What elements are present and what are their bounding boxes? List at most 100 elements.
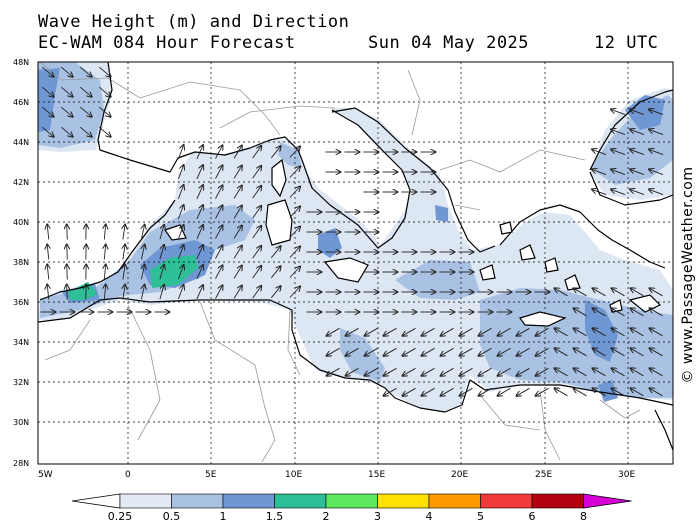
- wave-direction-arrow: [441, 367, 454, 376]
- wave-direction-arrow: [233, 266, 242, 279]
- wave-direction-arrow: [422, 367, 435, 376]
- island-sicily: [323, 257, 369, 283]
- lon-label: 10E: [285, 470, 302, 480]
- wave-direction-arrow: [99, 126, 110, 137]
- wave-direction-arrows: [40, 66, 664, 397]
- wave-direction-arrow: [233, 206, 242, 219]
- wave-direction-arrow: [215, 265, 223, 279]
- wave-direction-arrow: [593, 388, 606, 397]
- wave-direction-arrow: [42, 86, 53, 97]
- wave-direction-arrow: [141, 245, 144, 260]
- wave-direction-arrow: [327, 327, 340, 336]
- wave-direction-arrow: [365, 367, 378, 376]
- wave-direction-arrow: [555, 388, 568, 397]
- wave-direction-arrow: [403, 327, 416, 336]
- wave-direction-arrow: [574, 388, 587, 397]
- colorbar-swatch: [377, 493, 430, 509]
- wave-direction-arrow: [141, 265, 144, 280]
- wave-direction-arrow: [479, 327, 492, 336]
- wave-direction-arrow: [233, 166, 242, 179]
- wave-direction-arrow: [289, 227, 300, 238]
- wave-direction-arrow: [631, 328, 644, 337]
- wave-direction-arrow: [441, 327, 454, 336]
- wave-direction-arrow: [555, 328, 568, 337]
- wave-direction-arrow: [611, 109, 626, 116]
- wave-direction-arrow: [592, 189, 607, 196]
- wave-direction-arrow: [252, 166, 262, 179]
- wave-direction-arrow: [631, 308, 644, 317]
- wave-direction-arrow: [159, 265, 164, 280]
- wave-direction-arrow: [536, 367, 549, 376]
- wave-direction-arrow: [574, 288, 587, 297]
- wave-direction-arrow: [123, 225, 125, 240]
- wave-direction-arrow: [233, 146, 242, 159]
- wave-direction-arrow: [346, 367, 359, 376]
- wave-direction-arrow: [649, 169, 664, 176]
- wave-direction-arrow: [61, 126, 72, 137]
- wave-direction-arrow: [47, 245, 49, 260]
- wave-direction-arrow: [498, 327, 511, 336]
- wave-direction-arrow: [252, 286, 262, 299]
- wave-direction-arrow: [631, 368, 644, 377]
- colorbar-label: 0.25: [108, 510, 133, 523]
- wave-direction-arrow: [270, 286, 280, 299]
- wave-direction-arrow: [327, 347, 340, 356]
- wave-direction-arrow: [574, 348, 587, 357]
- wave-direction-arrow: [612, 388, 625, 397]
- wave-direction-arrow: [650, 328, 663, 337]
- lon-label: 0: [125, 470, 131, 480]
- wave-direction-arrow: [177, 265, 183, 280]
- colorbar-swatch: [480, 493, 533, 509]
- wave-direction-arrow: [159, 285, 164, 300]
- colorbar-label: 0.5: [163, 510, 181, 523]
- wave-direction-arrow: [536, 327, 549, 336]
- wave-direction-arrow: [517, 367, 530, 376]
- colorbar-label: 6: [529, 510, 536, 523]
- wave-direction-arrow: [177, 285, 183, 300]
- wave-direction-arrow: [215, 225, 223, 239]
- wave-direction-arrow: [517, 347, 530, 356]
- wave-direction-arrow: [574, 308, 587, 317]
- wave-direction-arrow: [365, 327, 378, 336]
- island-sardinia: [265, 199, 293, 246]
- lat-label: 44N: [13, 138, 29, 147]
- wave-direction-arrow: [422, 327, 435, 336]
- wave-direction-arrow: [574, 328, 587, 337]
- wave-direction-arrow: [611, 149, 626, 156]
- wave-direction-arrow: [612, 308, 625, 317]
- wave-direction-arrow: [104, 245, 105, 260]
- country-borders: [39, 62, 641, 463]
- wave-direction-arrow: [479, 387, 492, 396]
- lat-label: 32N: [13, 378, 29, 387]
- wave-direction-arrow: [141, 225, 144, 240]
- wave-direction-arrow: [61, 106, 72, 117]
- wave-direction-arrow: [270, 266, 280, 279]
- wave-direction-arrow: [215, 145, 223, 159]
- wave-direction-arrow: [123, 265, 125, 280]
- wave-direction-arrow: [630, 189, 645, 196]
- wave-direction-arrow: [47, 285, 49, 300]
- wave-direction-arrow: [67, 225, 68, 240]
- wave-direction-arrow: [555, 348, 568, 357]
- wave-direction-arrow: [233, 226, 242, 239]
- wave-direction-arrow: [80, 106, 91, 117]
- wave-direction-arrow: [327, 367, 340, 376]
- colorbar-label: 8: [580, 510, 587, 523]
- wave-direction-arrow: [67, 245, 68, 260]
- wave-direction-arrow: [104, 265, 105, 280]
- wave-direction-arrow: [215, 165, 223, 179]
- wave-direction-arrow: [252, 146, 262, 159]
- wave-direction-arrow: [612, 288, 625, 297]
- colorbar-label: 5: [477, 510, 484, 523]
- wave-direction-arrow: [441, 347, 454, 356]
- lat-label: 42N: [13, 178, 29, 187]
- colorbar-lower-arrow: [71, 493, 121, 509]
- wave-direction-arrow: [177, 165, 183, 180]
- lon-label: 5E: [205, 470, 217, 480]
- wave-direction-arrow: [177, 145, 183, 160]
- wave-direction-arrow: [215, 245, 223, 259]
- wave-direction-arrow: [80, 126, 91, 137]
- wave-direction-arrow: [479, 367, 492, 376]
- wave-direction-arrow: [270, 146, 280, 159]
